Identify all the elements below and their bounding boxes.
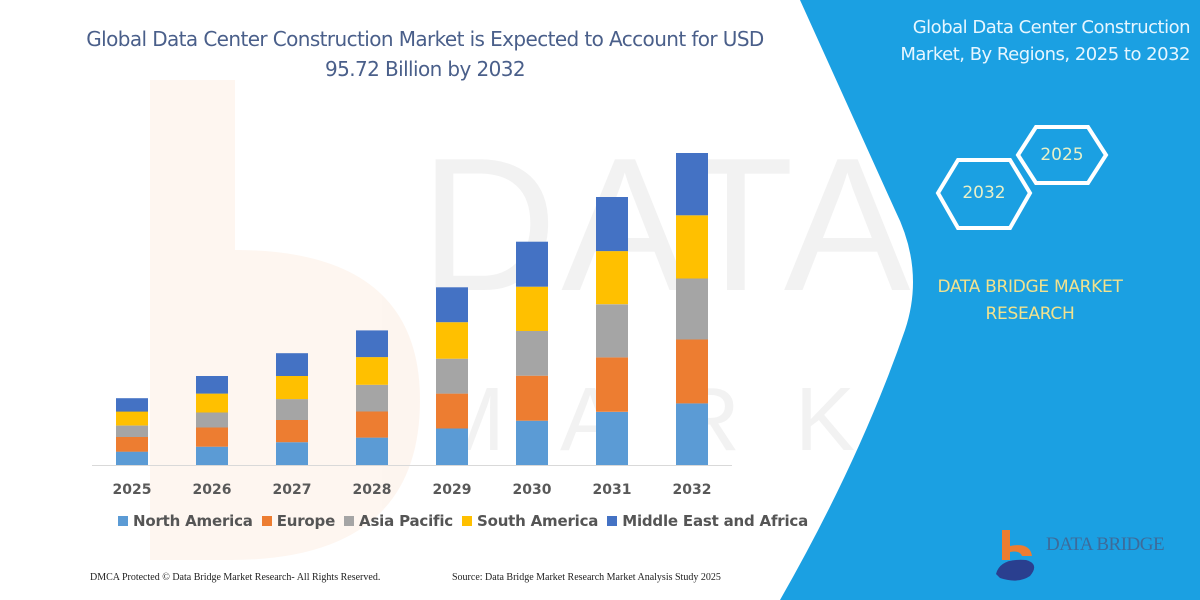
bar-segment-2031-europe <box>596 357 628 412</box>
bar-segment-2025-north-america <box>116 451 148 465</box>
footer-copyright: DMCA Protected © Data Bridge Market Rese… <box>90 572 381 583</box>
bar-segment-2027-asia-pacific <box>276 399 308 420</box>
x-tick-label: 2032 <box>673 482 712 498</box>
hex-label-2025: 2025 <box>1040 145 1084 165</box>
bar-segment-2028-south-america <box>356 357 388 385</box>
hex-label-2032: 2032 <box>962 183 1006 203</box>
x-tick-label: 2028 <box>353 482 392 498</box>
bar-segment-2026-north-america <box>196 446 228 465</box>
bar-segment-2027-middle-east-and-africa <box>276 353 308 376</box>
bar-segment-2029-asia-pacific <box>436 358 468 394</box>
legend-item: Middle East and Africa <box>607 512 808 530</box>
bar-segment-2032-south-america <box>676 215 708 279</box>
legend-item: South America <box>461 512 599 530</box>
legend-swatch <box>261 516 272 526</box>
footer-source: Source: Data Bridge Market Research Mark… <box>452 572 721 583</box>
side-panel <box>780 0 1200 600</box>
x-tick-label: 2026 <box>193 482 232 498</box>
legend-label: North America <box>133 512 253 530</box>
bar-segment-2026-asia-pacific <box>196 412 228 428</box>
logo-icon <box>996 530 1035 581</box>
legend: North America Europe Asia Pacific South Ame… <box>118 512 808 530</box>
bar-segment-2031-asia-pacific <box>596 304 628 358</box>
bar-segment-2030-north-america <box>516 420 548 465</box>
x-tick-label: 2029 <box>433 482 472 498</box>
bar-segment-2025-middle-east-and-africa <box>116 398 148 412</box>
bar-segment-2030-middle-east-and-africa <box>516 241 548 287</box>
bar-segment-2025-asia-pacific <box>116 425 148 437</box>
logo-text: DATA BRIDGE <box>1046 534 1165 555</box>
bars-group <box>116 153 708 465</box>
bar-segment-2025-south-america <box>116 411 148 426</box>
bar-segment-2028-middle-east-and-africa <box>356 330 388 358</box>
bar-segment-2026-europe <box>196 427 228 447</box>
legend-swatch <box>344 516 355 526</box>
legend-item: Asia Pacific <box>344 512 453 530</box>
legend-swatch <box>607 516 618 526</box>
legend-item: North America <box>118 512 253 530</box>
bar-segment-2028-north-america <box>356 437 388 465</box>
x-tick-label: 2031 <box>593 482 632 498</box>
x-tick-label: 2030 <box>513 482 552 498</box>
bar-segment-2027-north-america <box>276 442 308 465</box>
legend-label: Europe <box>276 512 336 530</box>
x-tick-label: 2025 <box>113 482 152 498</box>
side-panel-title: Global Data Center Construction Market, … <box>900 17 1190 65</box>
bar-segment-2031-north-america <box>596 411 628 465</box>
hexagon-2032 <box>935 158 1033 230</box>
legend-swatch <box>118 516 128 526</box>
bar-segment-2026-south-america <box>196 393 228 413</box>
bar-segment-2030-south-america <box>516 286 548 331</box>
legend-label: South America <box>476 512 599 530</box>
bar-segment-2029-middle-east-and-africa <box>436 287 468 323</box>
chart-title: Global Data Center Construction Market i… <box>86 27 764 81</box>
bar-segment-2031-south-america <box>596 251 628 305</box>
bar-segment-2028-europe <box>356 411 388 438</box>
bar-segment-2027-south-america <box>276 376 308 400</box>
bar-segment-2032-middle-east-and-africa <box>676 153 708 216</box>
legend-item: Europe <box>261 512 336 530</box>
bar-segment-2030-asia-pacific <box>516 331 548 376</box>
bar-segment-2029-south-america <box>436 322 468 359</box>
brand-text: DATA BRIDGE MARKET RESEARCH <box>937 277 1123 324</box>
hexagon-2025 <box>1015 125 1109 185</box>
bar-segment-2027-europe <box>276 420 308 443</box>
bar-segment-2025-europe <box>116 437 148 452</box>
bar-segment-2031-middle-east-and-africa <box>596 197 628 252</box>
bar-segment-2032-europe <box>676 339 708 404</box>
bar-segment-2026-middle-east-and-africa <box>196 376 228 394</box>
bar-segment-2032-asia-pacific <box>676 278 708 340</box>
legend-label: Middle East and Africa <box>622 512 809 530</box>
bar-segment-2030-europe <box>516 375 548 421</box>
x-tick-label: 2027 <box>273 482 312 498</box>
legend-label: Asia Pacific <box>359 512 453 530</box>
legend-swatch <box>461 516 472 526</box>
bar-segment-2029-north-america <box>436 428 468 465</box>
bar-segment-2028-asia-pacific <box>356 384 388 412</box>
bar-segment-2032-north-america <box>676 403 708 465</box>
x-tick-labels: 2025 2026 2027 2028 2029 2030 2031 2032 <box>113 482 712 498</box>
bar-segment-2029-europe <box>436 393 468 429</box>
